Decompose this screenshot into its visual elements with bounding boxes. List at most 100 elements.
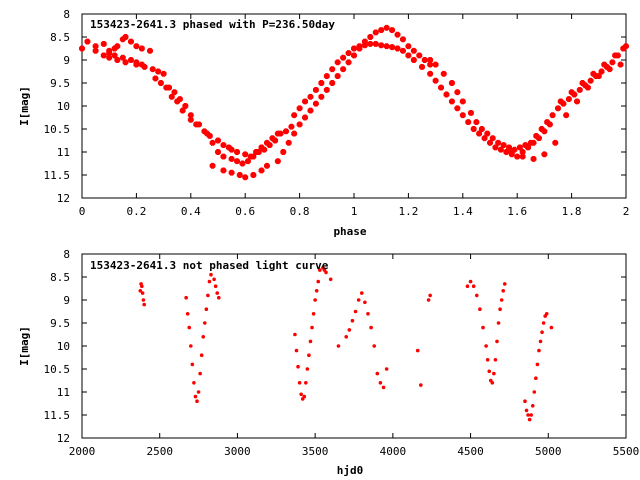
phased-data-point xyxy=(239,160,246,167)
unphased-data-point xyxy=(465,284,470,289)
phased-chart: 0 0.2 0.4 0.6 0.8 1 1.2 1.4 1.6 1.8 2 8 8.5 9 9.5 10 10… xyxy=(18,8,629,238)
unphased-y-tick-label: 9.5 xyxy=(50,317,70,330)
unphased-data-point xyxy=(316,279,321,284)
unphased-data-point xyxy=(141,298,146,302)
unphased-data-point xyxy=(524,408,529,413)
phased-data-point xyxy=(516,144,523,151)
phased-data-point xyxy=(152,75,159,82)
phased-data-point xyxy=(576,86,583,93)
unphased-data-point xyxy=(487,369,492,374)
phased-x-tick-label: 1.6 xyxy=(507,205,527,218)
phased-x-ticks: 0 0.2 0.4 0.6 0.8 1 1.2 1.4 1.6 1.8 2 xyxy=(79,14,629,218)
unphased-data-point xyxy=(372,344,377,348)
phased-y-tick-label: 12 xyxy=(57,192,70,205)
phased-data-point xyxy=(623,43,629,50)
phased-x-tick-label: 1.8 xyxy=(562,205,582,218)
phased-data-point xyxy=(277,130,284,137)
phased-data-point xyxy=(291,130,298,137)
phased-y-tick-label: 9 xyxy=(63,54,70,67)
unphased-x-axis-label: hjd0 xyxy=(337,464,364,477)
unphased-data-point xyxy=(530,404,535,408)
phased-data-point xyxy=(100,52,107,59)
unphased-data-point xyxy=(426,298,431,302)
phased-data-point xyxy=(209,139,216,146)
phased-data-point xyxy=(318,93,325,100)
unphased-x-ticks: 2000 2500 3000 3500 4000 4500 5000 5500 xyxy=(69,254,639,458)
unphased-data-point xyxy=(198,371,202,376)
unphased-data-point xyxy=(311,312,316,316)
phased-data-point xyxy=(394,45,401,52)
phased-data-point xyxy=(448,80,455,86)
phased-data-point xyxy=(568,89,575,96)
unphased-data-point xyxy=(527,417,532,422)
unphased-data-point xyxy=(493,358,498,362)
phased-data-point xyxy=(361,42,368,49)
unphased-y-tick-label: 8 xyxy=(63,248,70,261)
phased-data-point xyxy=(383,43,390,50)
phased-data-point xyxy=(312,86,319,93)
unphased-data-point xyxy=(484,344,488,348)
phased-data-point xyxy=(255,149,262,155)
unphased-chart: 2000 2500 3000 3500 4000 4500 5000 5500 8 8.5 9 9.… xyxy=(18,248,639,477)
phased-data-point xyxy=(204,130,211,137)
phased-data-point xyxy=(400,47,406,54)
phased-data-point xyxy=(122,34,129,40)
unphased-y-tick-label: 12 xyxy=(57,432,70,445)
phased-data-point xyxy=(138,45,145,52)
phased-data-point xyxy=(215,149,221,155)
phased-data-point xyxy=(114,57,121,63)
unphased-data-point xyxy=(193,394,198,399)
unphased-data-point xyxy=(532,390,537,394)
phased-data-point xyxy=(416,52,423,59)
phased-y-tick-label: 8.5 xyxy=(50,31,70,44)
phased-y-tick-label: 11 xyxy=(57,146,70,159)
phased-data-point xyxy=(111,52,118,59)
phased-data-point xyxy=(79,45,85,52)
phased-x-tick-label: 1 xyxy=(351,205,358,218)
unphased-data-point xyxy=(495,339,499,344)
phased-data-point xyxy=(440,70,447,77)
unphased-data-point xyxy=(549,325,554,330)
phased-data-point xyxy=(500,142,507,149)
phased-data-point xyxy=(584,84,591,91)
phased-data-point xyxy=(340,54,347,61)
phased-y-axis-label: I[mag] xyxy=(18,86,31,126)
phased-data-point xyxy=(340,66,347,73)
phased-data-point xyxy=(138,61,145,68)
phased-data-point xyxy=(329,66,336,73)
phased-data-point xyxy=(312,100,319,107)
unphased-data-point xyxy=(209,272,213,277)
phased-data-point xyxy=(307,107,314,114)
phased-data-point xyxy=(541,151,548,158)
phased-data-point xyxy=(160,70,167,77)
phased-y-ticks: 8 8.5 9 9.5 10 10.5 11 11.5 12 xyxy=(44,8,626,205)
phased-data-point xyxy=(579,80,586,86)
phased-data-point xyxy=(234,158,240,165)
unphased-data-point xyxy=(540,330,544,335)
unphased-data-point xyxy=(359,291,364,295)
unphased-data-point xyxy=(538,339,543,344)
unphased-data-point xyxy=(140,291,145,295)
phased-x-tick-label: 0.6 xyxy=(235,205,255,218)
unphased-data-point xyxy=(468,279,473,284)
unphased-data-point xyxy=(478,307,482,312)
phased-data-point xyxy=(296,121,303,128)
unphased-data-point xyxy=(415,348,420,353)
phased-data-point xyxy=(470,126,477,132)
phased-data-point xyxy=(383,24,390,31)
unphased-data-point xyxy=(375,371,380,376)
unphased-data-point xyxy=(523,399,527,404)
phased-data-point xyxy=(489,135,496,142)
phased-data-point xyxy=(266,142,273,149)
unphased-y-tick-label: 11.5 xyxy=(44,409,71,422)
unphased-x-tick-label: 3000 xyxy=(224,445,251,458)
unphased-data-point xyxy=(534,376,538,381)
unphased-data-point xyxy=(310,325,314,330)
phased-data-point xyxy=(427,70,434,77)
phased-data-point xyxy=(432,77,439,84)
phased-data-point xyxy=(296,105,303,112)
unphased-data-point xyxy=(192,381,196,385)
phased-data-point xyxy=(100,40,107,47)
unphased-y-tick-label: 11 xyxy=(57,386,70,399)
unphased-data-point xyxy=(196,390,201,394)
